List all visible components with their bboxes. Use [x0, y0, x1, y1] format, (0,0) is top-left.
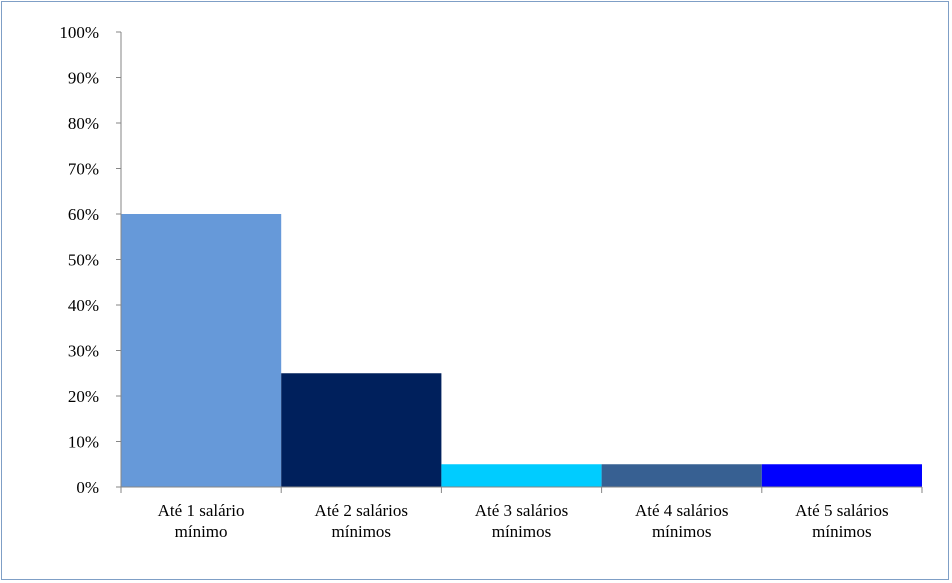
y-axis-ticks: 0% 10% 20% 30% 40% 50% 60% 70% 80% 90% 100% — [59, 23, 121, 497]
y-tick-label: 20% — [68, 387, 99, 406]
x-category-label: Até 3 salários mínimos — [475, 501, 568, 541]
y-tick-label: 100% — [59, 23, 99, 42]
x-category-label: Até 2 salários mínimos — [315, 501, 408, 541]
bar-3 — [441, 464, 602, 487]
y-tick-label: 70% — [68, 160, 99, 179]
y-tick-label: 60% — [68, 205, 99, 224]
y-tick-label: 0% — [76, 478, 99, 497]
y-tick-label: 80% — [68, 114, 99, 133]
bars-group — [121, 214, 922, 487]
y-tick-label: 40% — [68, 296, 99, 315]
bar-5 — [761, 464, 922, 487]
x-axis-ticks: Até 1 salário mínimo Até 2 salários mínimos… — [120, 487, 923, 541]
bar-4 — [601, 464, 762, 487]
y-tick-label: 90% — [68, 69, 99, 88]
x-category-label: Até 1 salário mínimo — [158, 501, 245, 541]
y-tick-label: 10% — [68, 433, 99, 452]
x-category-label: Até 4 salários mínimos — [635, 501, 728, 541]
x-category-label: Até 5 salários mínimos — [795, 501, 888, 541]
y-tick-label: 30% — [68, 342, 99, 361]
y-tick-label: 50% — [68, 251, 99, 270]
bar-2 — [281, 373, 442, 487]
bar-1 — [121, 214, 282, 487]
